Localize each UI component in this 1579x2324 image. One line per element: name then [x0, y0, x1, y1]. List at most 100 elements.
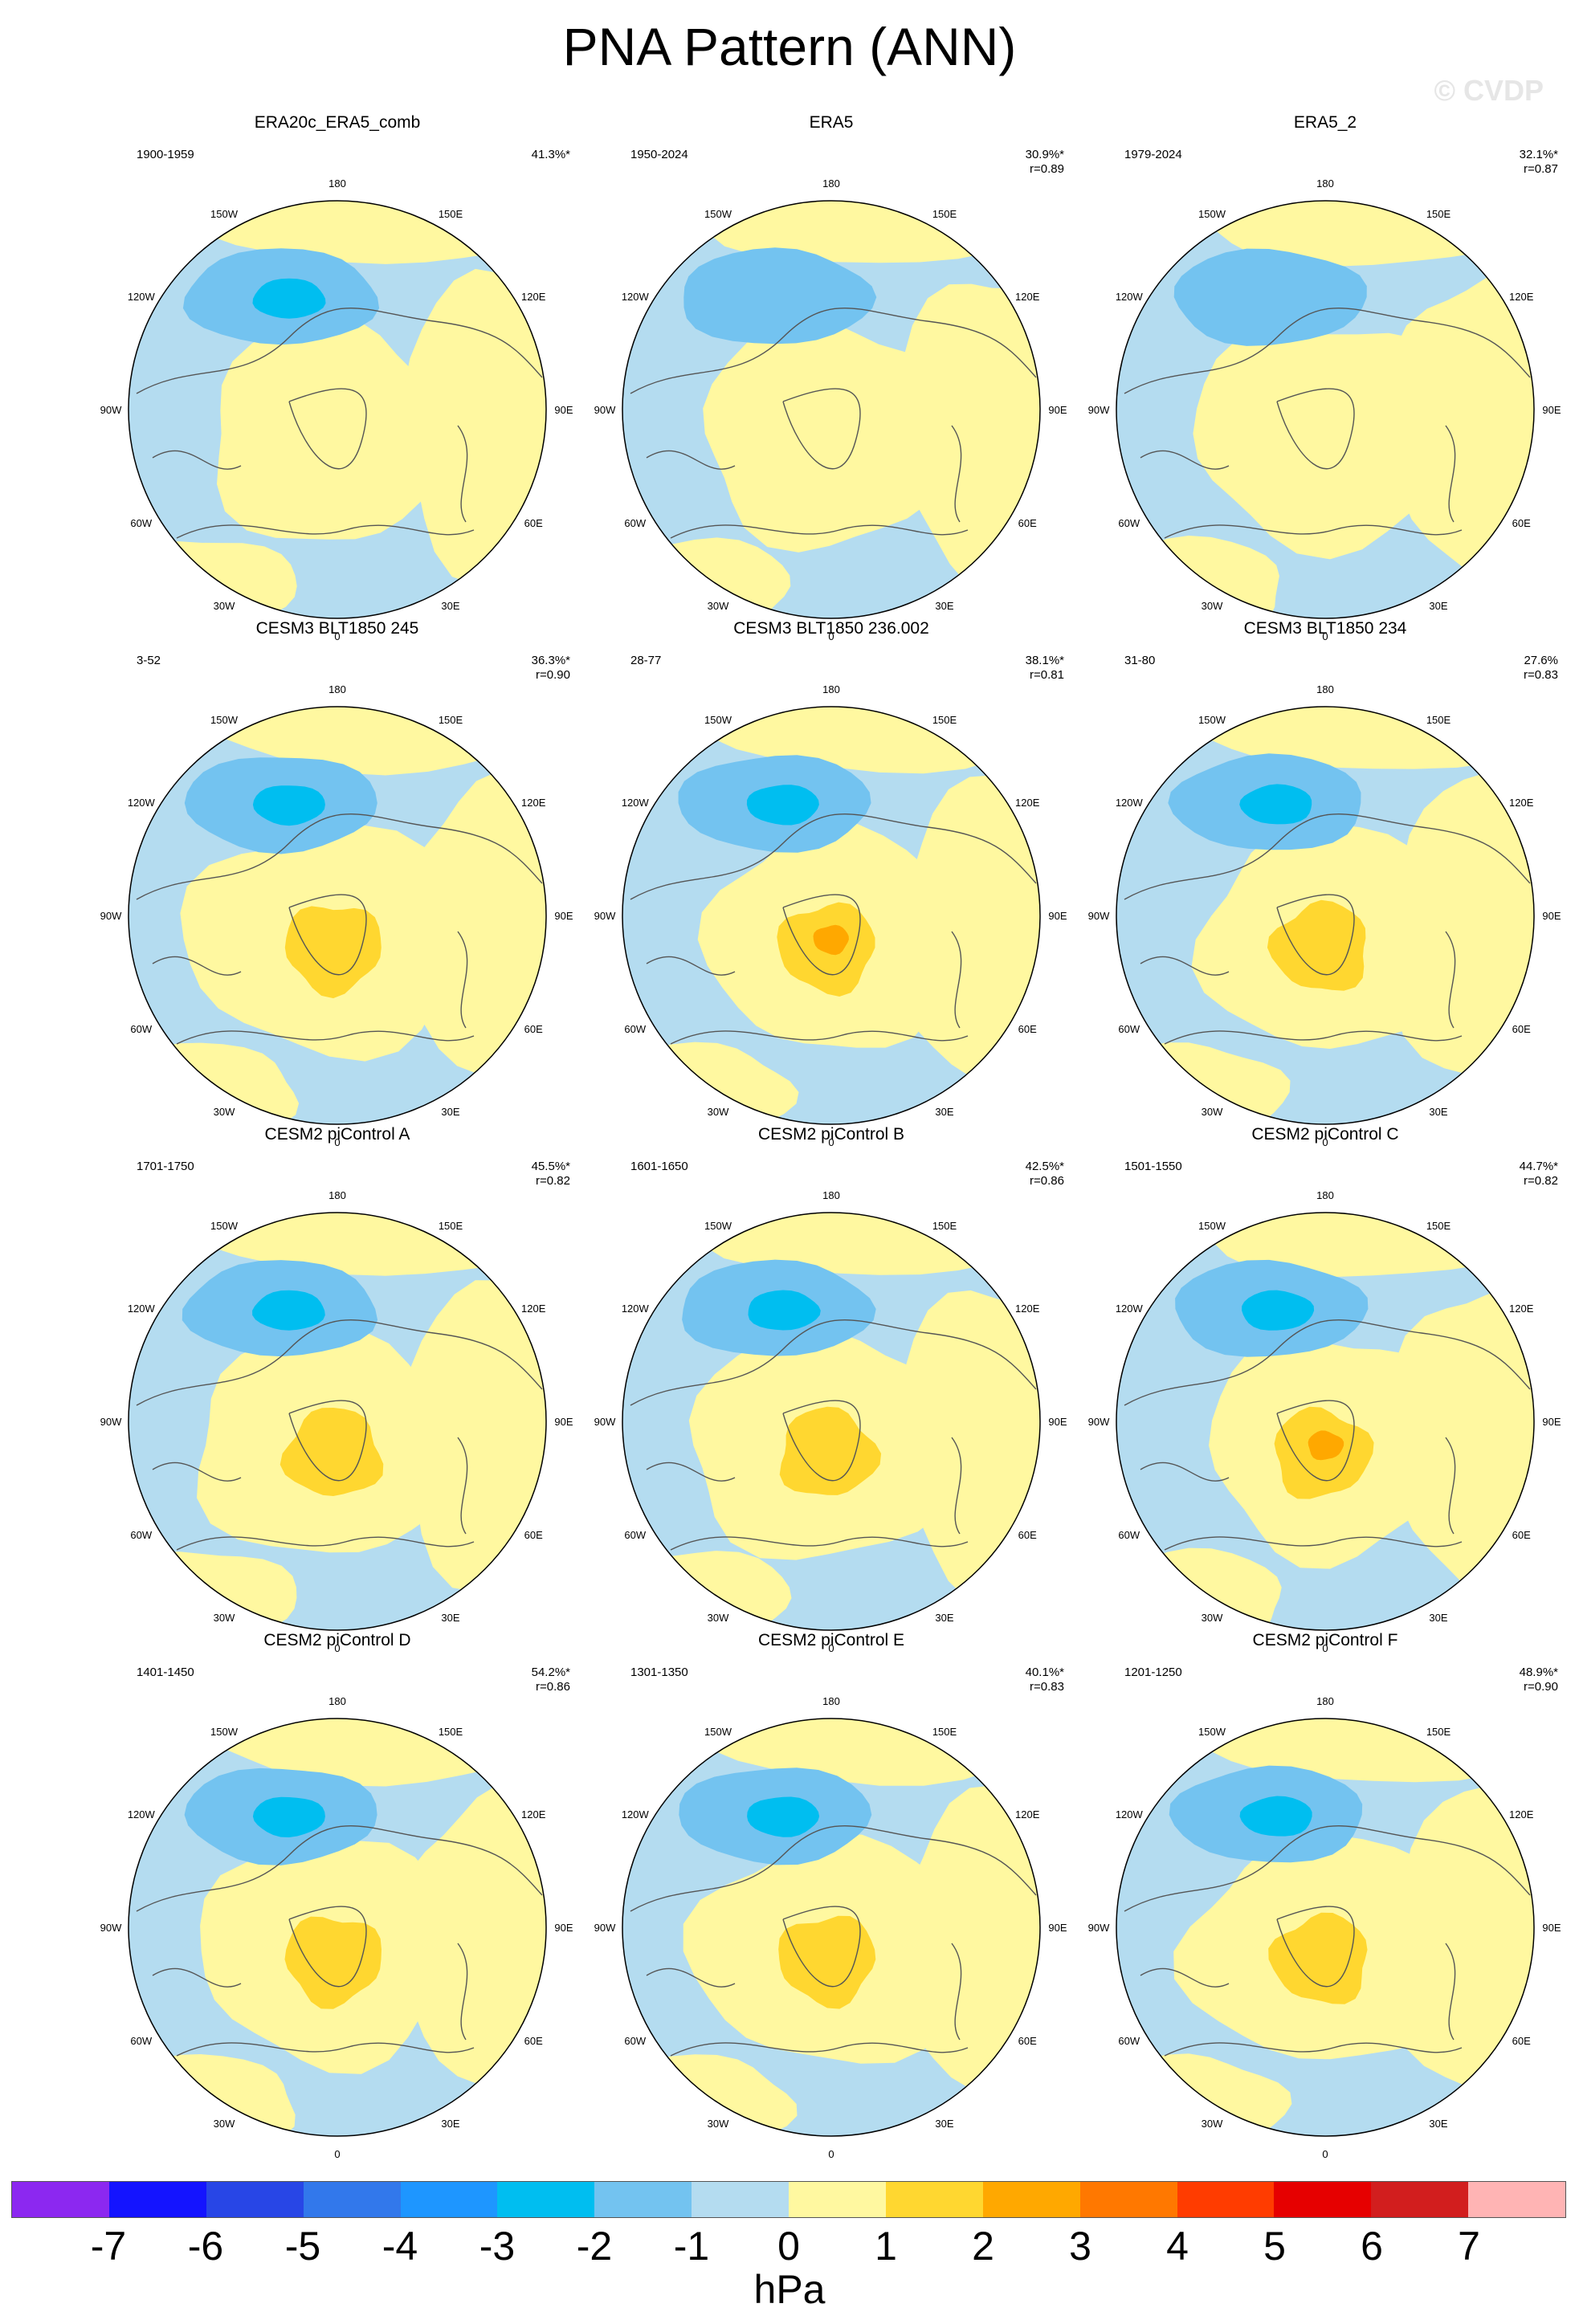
map-border [128, 1718, 547, 2137]
coastline [288, 894, 367, 976]
longitude-label: 30E [441, 600, 459, 612]
coastline [457, 1437, 468, 1535]
colorbar-tick-label: 1 [875, 2224, 897, 2269]
strong-negative-anomaly [252, 785, 325, 826]
polar-map: 180 150E 120E 90E 60E 30E 0 30W 60W 90W 120W 150W [100, 1695, 573, 2160]
longitude-label: 90W [100, 1922, 122, 1934]
longitude-label: 150E [932, 208, 957, 220]
panel-stats: 30.9%* r=0.89 [968, 148, 1064, 177]
map-panel: CESM3 BLT1850 245 3-52 36.3%* r=0.90 180 150E… [88, 618, 586, 1148]
colorbar-tick-label: 0 [777, 2224, 800, 2269]
polar-map: 180 150E 120E 90E 60E 30E 0 30W 60W 90W 120W 150W [594, 683, 1067, 1148]
longitude-label: 60W [624, 2035, 646, 2047]
pattern-correlation: r=0.81 [1030, 668, 1064, 682]
coastline [951, 931, 962, 1029]
map-border [1116, 1212, 1535, 1631]
longitude-label: 60E [1512, 1529, 1531, 1541]
longitude-label: 30E [935, 1612, 953, 1624]
longitude-label: 0 [334, 2148, 340, 2160]
panel-period: 1701-1750 [137, 1160, 194, 1173]
longitude-label: 90E [1542, 1922, 1561, 1934]
longitude-label: 90E [554, 1922, 573, 1934]
colorbar-swatch [1274, 2182, 1372, 2217]
coastline [288, 388, 367, 470]
map-panel: CESM2 piControl B 1601-1650 42.5%* r=0.86 18… [582, 1124, 1080, 1654]
longitude-label: 60E [1512, 2035, 1531, 2047]
positive-anomaly [402, 268, 546, 585]
longitude-label: 30E [441, 1106, 459, 1118]
pattern-correlation: r=0.83 [1030, 1680, 1064, 1694]
strong-negative-anomaly [1239, 784, 1312, 825]
pattern-correlation: r=0.82 [1524, 1174, 1558, 1188]
longitude-label: 90W [594, 1922, 616, 1934]
colorbar-tick-label: 3 [1069, 2224, 1091, 2269]
longitude-label: 120E [1509, 291, 1534, 303]
pattern-correlation: r=0.87 [1524, 162, 1558, 176]
longitude-label: 60W [624, 1023, 646, 1035]
longitude-label: 60E [1512, 1023, 1531, 1035]
longitude-label: 120W [128, 1808, 156, 1820]
pattern-correlation: r=0.90 [536, 668, 570, 682]
coastline [951, 425, 962, 523]
panel-title: ERA5_2 [1293, 113, 1357, 132]
coastline [1140, 956, 1230, 976]
longitude-label: 150W [1198, 208, 1226, 220]
longitude-label: 60W [1118, 517, 1140, 529]
strong-negative-anomaly [748, 1290, 821, 1331]
longitude-label: 150W [1198, 714, 1226, 726]
longitude-label: 90E [1048, 1416, 1067, 1428]
coastline [1276, 894, 1355, 976]
colorbar-swatch [692, 2182, 789, 2217]
map-panel: CESM2 piControl F 1201-1250 48.9%* r=0.90 18… [1076, 1630, 1574, 2160]
longitude-label: 30E [1429, 600, 1447, 612]
colorbar-tick-label: -6 [187, 2224, 224, 2269]
coastline [288, 1400, 367, 1482]
longitude-label: 120W [622, 291, 650, 303]
colorbar-ticks: -7 -6 -5 -4 -3 -2 -1 0 1 2 3 4 5 6 7 [11, 2223, 1566, 2271]
variance-explained: 38.1%* [1025, 654, 1064, 667]
longitude-label: 30W [1202, 600, 1223, 612]
coastline [152, 450, 242, 470]
colorbar [11, 2181, 1566, 2218]
colorbar-swatch [1177, 2182, 1275, 2217]
longitude-label: 150E [1426, 1726, 1451, 1738]
coastline [1140, 1462, 1230, 1482]
map-field [622, 1213, 1040, 1630]
panel-title: CESM2 piControl D [263, 1631, 411, 1649]
panel-stats: 54.2%* r=0.86 [474, 1666, 570, 1694]
longitude-label: 30E [441, 1612, 459, 1624]
longitude-label: 120W [128, 797, 156, 809]
longitude-label: 180 [1316, 683, 1334, 695]
longitude-label: 150W [210, 1220, 239, 1232]
panel-stats: 42.5%* r=0.86 [968, 1160, 1064, 1189]
panel-stats: 32.1%* r=0.87 [1462, 148, 1558, 177]
longitude-label: 0 [334, 1136, 340, 1148]
strong-negative-anomaly [252, 1290, 325, 1331]
longitude-label: 120E [1015, 291, 1040, 303]
page-title: PNA Pattern (ANN) [562, 17, 1017, 76]
map-border [622, 200, 1041, 619]
map-border [1116, 1718, 1535, 2137]
map-panel: CESM2 piControl C 1501-1550 44.7%* r=0.82 18… [1076, 1124, 1574, 1654]
polar-map: 180 150E 120E 90E 60E 30E 0 30W 60W 90W 120W 150W [100, 177, 573, 642]
panel-title: CESM2 piControl E [757, 1631, 905, 1649]
pattern-correlation: r=0.82 [536, 1174, 570, 1188]
strong-negative-anomaly [1239, 1796, 1312, 1837]
map-field [1116, 1719, 1534, 2136]
strong-negative-anomaly [252, 1796, 325, 1837]
coastline [1445, 1437, 1456, 1535]
coastline [176, 1030, 475, 1045]
variance-explained: 30.9%* [1025, 148, 1064, 161]
longitude-label: 60E [1512, 517, 1531, 529]
polar-map: 180 150E 120E 90E 60E 30E 0 30W 60W 90W 120W 150W [1088, 1189, 1561, 1654]
strong-positive-anomaly [1268, 1912, 1368, 2004]
map-panel: ERA5_2 1979-2024 32.1%* r=0.87 180 150E 120E 90… [1076, 112, 1574, 642]
colorbar-swatch [206, 2182, 304, 2217]
longitude-label: 180 [1316, 1695, 1334, 1707]
panel-title: ERA5 [809, 113, 854, 132]
map-border [622, 1212, 1041, 1631]
longitude-label: 90W [594, 910, 616, 922]
coastline [457, 931, 468, 1029]
negative-anomaly [1173, 248, 1367, 346]
strong-positive-anomaly [778, 1915, 876, 2009]
